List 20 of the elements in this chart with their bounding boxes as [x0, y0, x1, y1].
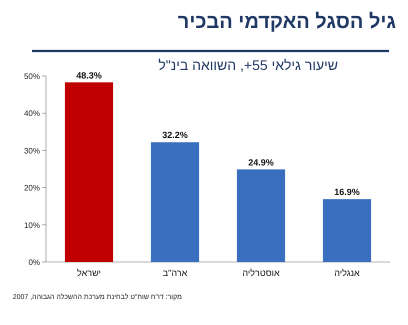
bar — [322, 199, 372, 262]
bar — [64, 82, 114, 262]
x-tick-label: ארה"ב — [162, 268, 188, 278]
y-tick-label: 10% — [24, 220, 40, 230]
x-tick-label: אנגליה — [334, 268, 360, 278]
y-tick-label: 20% — [24, 184, 40, 193]
data-label: 48.3% — [76, 70, 102, 80]
bar — [150, 142, 200, 262]
y-tick-label: 40% — [24, 109, 40, 118]
y-tick-label: 30% — [24, 146, 40, 156]
x-tick-label: אוסטרליה — [242, 268, 280, 278]
bar — [236, 169, 286, 262]
chart-title: גיל הסגל האקדמי הבכיר — [178, 11, 396, 33]
x-tick-label: ישראל — [77, 268, 101, 278]
data-label: 16.9% — [334, 187, 360, 198]
data-label: 24.9% — [248, 157, 274, 168]
chart-subtitle: שיעור גילאי 55+, השוואה בינ"ל — [158, 57, 338, 73]
y-tick-label: 0% — [28, 258, 40, 267]
data-label: 32.2% — [162, 130, 188, 140]
y-tick-label: 50% — [24, 72, 40, 81]
